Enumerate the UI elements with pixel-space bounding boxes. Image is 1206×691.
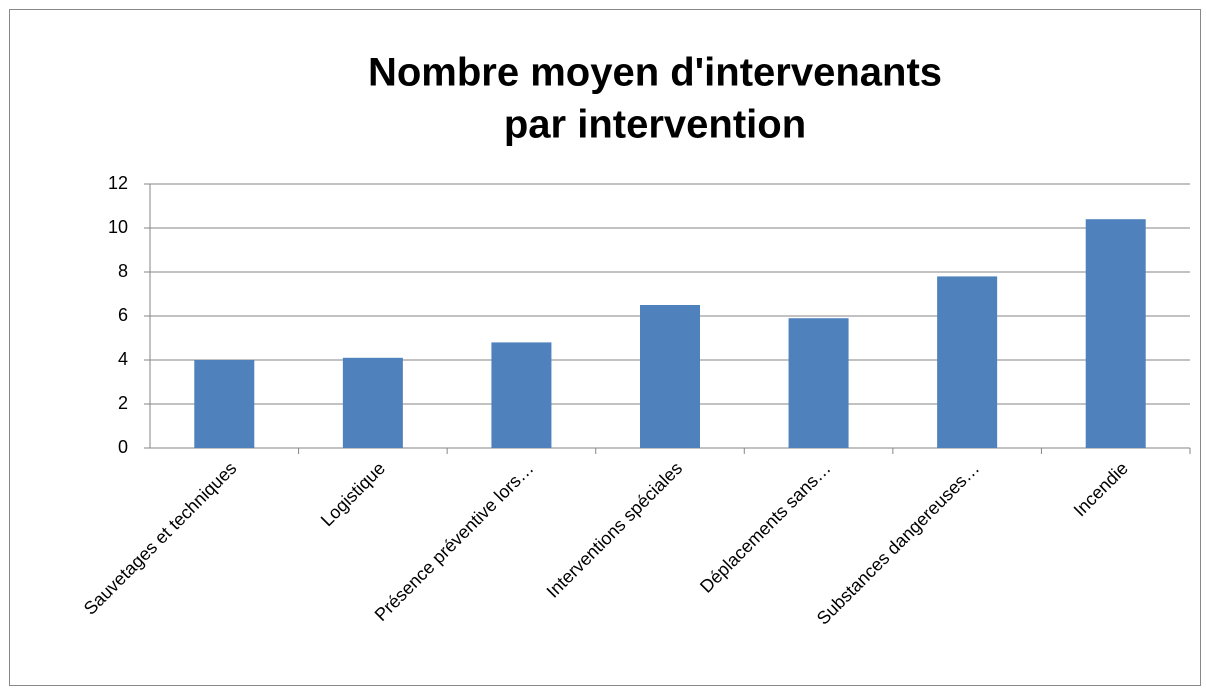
- y-tick-label: 8: [118, 261, 128, 281]
- chart-title: Nombre moyen d'intervenants: [368, 51, 942, 95]
- bar: [937, 276, 998, 448]
- bar: [788, 318, 849, 448]
- bar: [640, 305, 700, 448]
- bar: [491, 342, 552, 448]
- bar: [1085, 219, 1146, 448]
- y-tick-label: 10: [108, 217, 128, 237]
- chart-title: par intervention: [504, 103, 806, 147]
- bar: [194, 360, 255, 448]
- y-tick-label: 0: [118, 437, 128, 457]
- chart-frame: [9, 9, 1201, 686]
- y-tick-label: 4: [118, 349, 128, 369]
- y-tick-label: 2: [118, 393, 128, 413]
- y-tick-label: 6: [118, 305, 128, 325]
- y-tick-label: 12: [108, 173, 128, 193]
- bar: [342, 357, 403, 448]
